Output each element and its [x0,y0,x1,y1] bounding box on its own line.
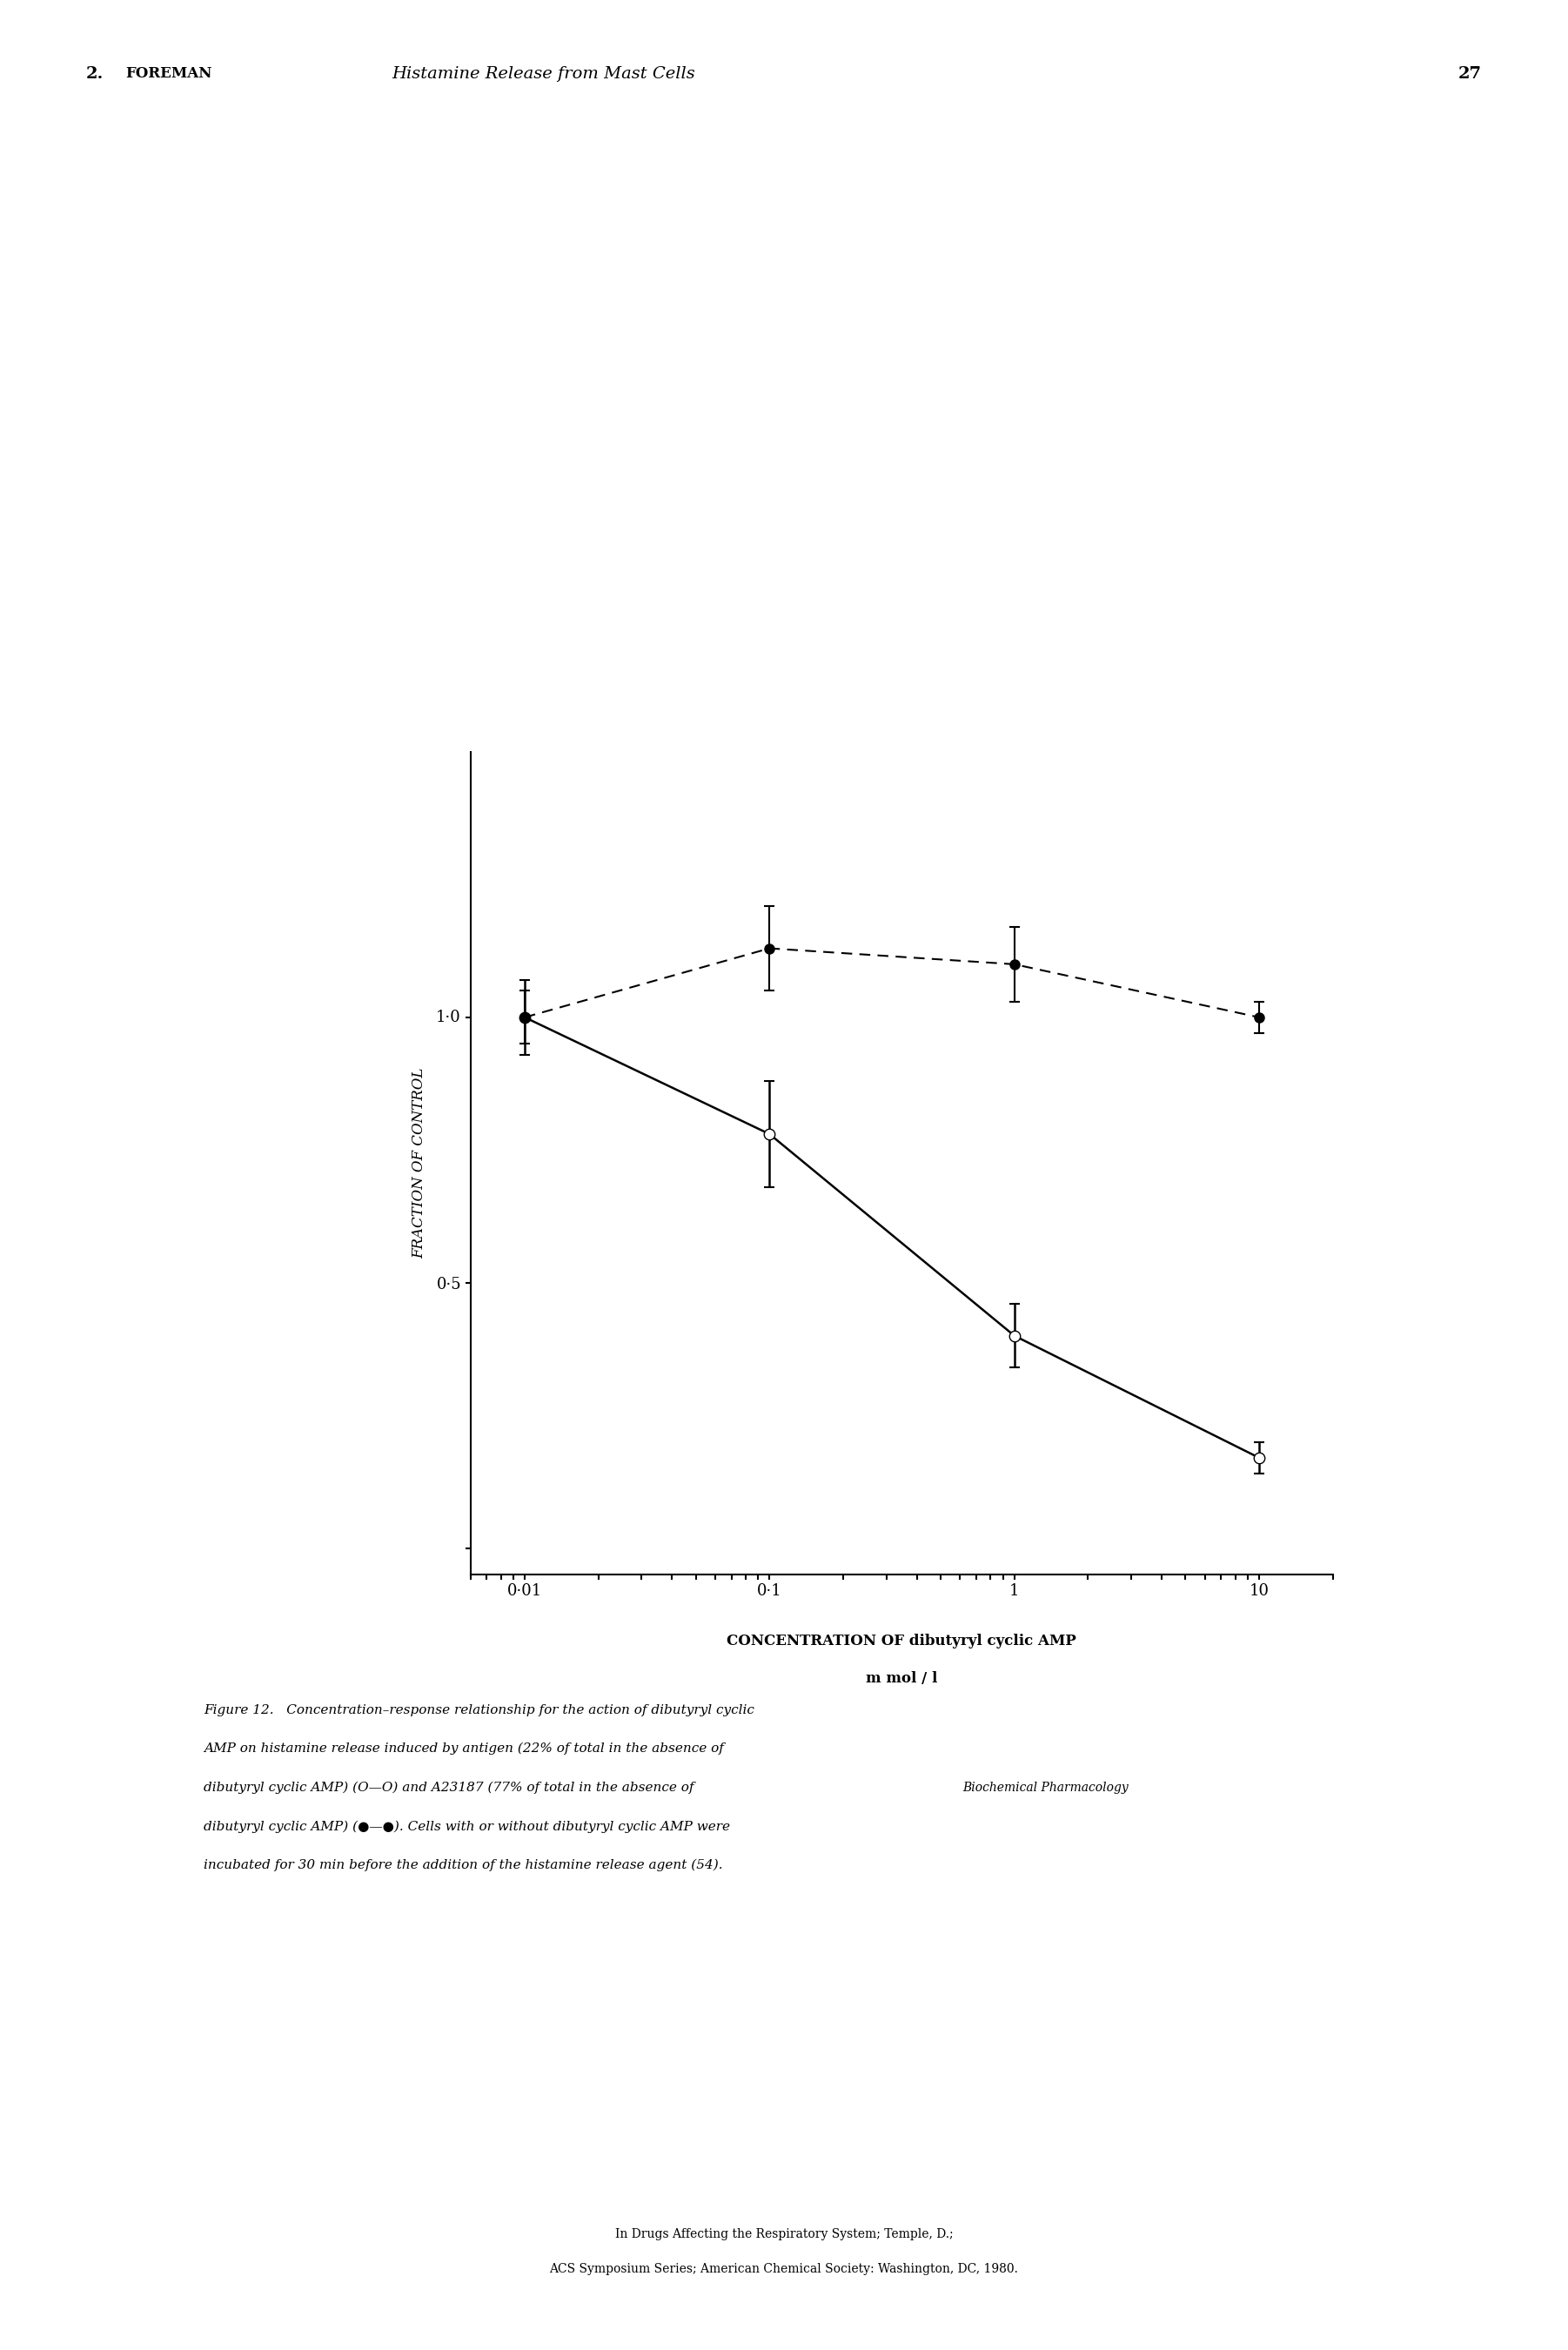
Y-axis label: FRACTION OF CONTROL: FRACTION OF CONTROL [412,1067,426,1260]
Text: incubated for 30 min before the addition of the histamine release agent (54).: incubated for 30 min before the addition… [204,1859,723,1871]
Text: 2.: 2. [86,66,103,82]
Text: AMP on histamine release induced by antigen (22% of total in the absence of: AMP on histamine release induced by anti… [204,1744,724,1755]
Text: m mol / l: m mol / l [866,1671,938,1685]
Text: CONCENTRATION OF dibutyryl cyclic AMP: CONCENTRATION OF dibutyryl cyclic AMP [728,1633,1076,1647]
Text: dibutyryl cyclic AMP) (●—●). Cells with or without dibutyryl cyclic AMP were: dibutyryl cyclic AMP) (●—●). Cells with … [204,1819,731,1833]
Text: Biochemical Pharmacology: Biochemical Pharmacology [963,1781,1129,1793]
Text: 27: 27 [1458,66,1482,82]
Text: 1·0: 1·0 [436,1010,461,1025]
Text: Histamine Release from Mast Cells: Histamine Release from Mast Cells [392,66,696,82]
Text: FOREMAN: FOREMAN [125,66,212,80]
Text: dibutyryl cyclic AMP) (O—O) and A23187 (77% of total in the absence of: dibutyryl cyclic AMP) (O—O) and A23187 (… [204,1781,695,1793]
Text: ACS Symposium Series; American Chemical Society: Washington, DC, 1980.: ACS Symposium Series; American Chemical … [549,2263,1019,2275]
Text: In Drugs Affecting the Respiratory System; Temple, D.;: In Drugs Affecting the Respiratory Syste… [615,2228,953,2240]
Text: Figure 12.   Concentration–response relationship for the action of dibutyryl cyc: Figure 12. Concentration–response relati… [204,1704,754,1716]
